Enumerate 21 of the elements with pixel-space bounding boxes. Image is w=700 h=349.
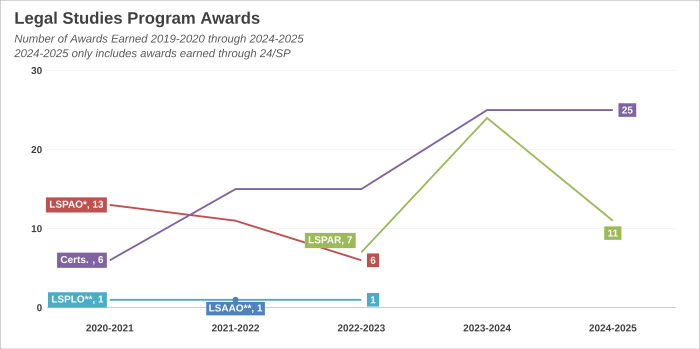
data-label: 6 xyxy=(370,256,376,264)
data-label: 11 xyxy=(608,230,618,236)
y-tick-label: 10 xyxy=(32,224,42,232)
data-label: LSAAO**, 1 xyxy=(209,304,262,313)
x-tick-label: 2021-2022 xyxy=(212,324,260,332)
x-tick-label: 2023-2024 xyxy=(464,324,511,332)
data-label: LSPLO**, 1 xyxy=(52,295,104,304)
data-label: 1 xyxy=(370,296,376,304)
data-label: Certs. , 6 xyxy=(60,256,104,264)
y-tick-label: 30 xyxy=(31,66,42,74)
x-tick-label: 2022-2023 xyxy=(338,324,385,332)
y-tick-label: 0 xyxy=(37,304,42,312)
data-label: LSPAO*, 13 xyxy=(50,200,104,210)
data-label: LSPAR, 7 xyxy=(308,236,352,245)
data-label: 25 xyxy=(622,106,633,114)
chart-title: Legal Studies Program Awards xyxy=(15,11,260,28)
x-tick-label: 2020-2021 xyxy=(86,324,134,332)
y-tick-label: 20 xyxy=(31,146,42,154)
x-tick-label: 2024-2025 xyxy=(589,324,636,332)
chart-subtitle: Number of Awards Earned 2019-2020 through 2024-2025 xyxy=(14,34,304,45)
text: 2024-2025 only includes awards earned through 24/SP xyxy=(14,48,291,60)
